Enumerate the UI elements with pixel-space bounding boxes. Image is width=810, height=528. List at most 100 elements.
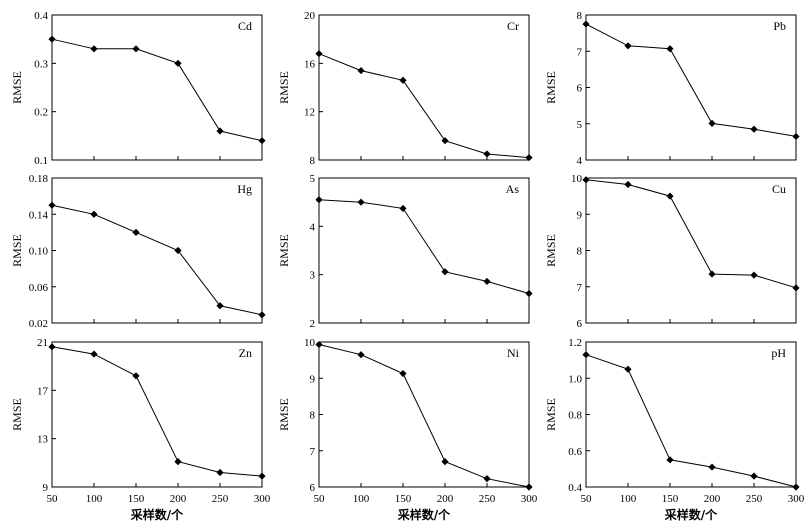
x-tick-label: 200 <box>704 493 721 505</box>
chart-panel-hg: 0.02 0.06 0.10 0.14 0.18 Hg RMSE <box>10 173 266 330</box>
data-point-marker <box>399 204 407 213</box>
y-tick-label: 12 <box>304 107 315 119</box>
data-point-marker <box>48 343 56 351</box>
y-axis-label: RMSE <box>10 398 24 431</box>
data-point-marker <box>441 137 449 145</box>
y-axis-label: RMSE <box>277 398 291 431</box>
data-point-marker <box>483 150 491 158</box>
data-point-marker <box>525 153 533 162</box>
series-line <box>51 346 263 477</box>
plot-frame <box>585 177 797 324</box>
data-point-marker <box>525 289 533 298</box>
chart-panel-cd: 0.1 0.2 0.3 0.4 Cd RMSE <box>10 10 266 167</box>
panel-label: Hg <box>237 182 252 196</box>
data-point-marker <box>708 119 716 127</box>
chart-panel-cu: 6 7 8 9 10 Cu RMSE <box>544 173 800 330</box>
y-tick-label: 13 <box>37 434 49 446</box>
chart-panel-ph: 0.4 0.6 0.8 1.0 1.2 50 100 150 200 250 300 pH RMSE 采样… <box>544 337 805 522</box>
data-point-marker <box>441 268 449 276</box>
y-tick-label: 8 <box>310 410 316 422</box>
panel-label: Zn <box>239 346 252 360</box>
data-point-marker <box>132 372 140 380</box>
chart-panel-zn: 9 13 17 21 50 100 150 200 250 300 Zn RMSE 采样数/个 <box>10 337 271 522</box>
y-axis-label: RMSE <box>544 71 558 104</box>
data-point-marker <box>624 180 632 189</box>
y-tick-label: 0.2 <box>34 107 48 119</box>
data-point-marker <box>357 66 365 75</box>
x-tick-label: 200 <box>437 493 454 505</box>
y-tick-label: 1.2 <box>568 337 582 349</box>
y-tick-label: 9 <box>43 482 49 494</box>
data-point-marker <box>132 228 140 236</box>
data-point-marker <box>483 277 491 286</box>
data-point-marker <box>750 472 758 480</box>
y-axis-label: RMSE <box>10 71 24 104</box>
y-tick-label: 0.4 <box>568 482 582 494</box>
series-line <box>585 179 797 289</box>
data-point-marker <box>666 45 674 53</box>
chart-panel-ni: 6 7 8 9 10 50 100 150 200 250 300 Ni RMSE 采样数/个 <box>277 337 538 522</box>
data-point-marker <box>441 458 449 466</box>
x-tick-label: 250 <box>479 493 496 505</box>
y-tick-label: 10 <box>304 337 316 349</box>
y-axis-label: RMSE <box>277 71 291 104</box>
panel-label: Cr <box>507 19 519 33</box>
data-point-marker <box>357 198 365 206</box>
y-tick-label: 0.10 <box>29 246 49 258</box>
data-point-marker <box>216 468 224 477</box>
data-point-marker <box>582 176 590 184</box>
y-tick-label: 0.14 <box>29 209 49 221</box>
y-tick-label: 9 <box>310 373 316 385</box>
data-point-marker <box>315 340 323 349</box>
data-point-marker <box>357 351 365 359</box>
x-tick-label: 300 <box>521 493 538 505</box>
series-line <box>318 199 530 294</box>
series-line <box>585 354 797 488</box>
data-point-marker <box>750 271 758 279</box>
y-tick-label: 6 <box>577 318 583 330</box>
panel-label: pH <box>771 346 786 360</box>
y-tick-label: 7 <box>577 46 583 58</box>
y-axis-label: RMSE <box>277 234 291 267</box>
y-tick-label: 7 <box>577 282 583 294</box>
x-tick-label: 100 <box>353 493 370 505</box>
panel-label: Cd <box>238 19 252 33</box>
y-tick-label: 0.06 <box>29 282 49 294</box>
data-point-marker <box>399 76 407 84</box>
y-tick-label: 1.0 <box>568 373 582 385</box>
data-point-marker <box>624 365 632 373</box>
x-tick-label: 300 <box>788 493 805 505</box>
x-tick-label: 100 <box>620 493 637 505</box>
y-tick-label: 0.4 <box>34 10 48 22</box>
data-point-marker <box>48 201 56 209</box>
y-tick-label: 16 <box>304 58 316 70</box>
data-point-marker <box>90 350 98 358</box>
data-point-marker <box>792 284 800 292</box>
y-tick-label: 9 <box>577 209 583 221</box>
y-tick-label: 2 <box>310 318 316 330</box>
x-tick-label: 250 <box>746 493 763 505</box>
y-axis-label: RMSE <box>544 398 558 431</box>
chart-panel-as: 2 3 4 5 As RMSE <box>277 173 533 330</box>
y-tick-label: 4 <box>310 221 316 233</box>
plot-frame <box>585 14 797 161</box>
data-point-marker <box>483 475 491 483</box>
x-tick-label: 50 <box>314 493 326 505</box>
data-point-marker <box>315 50 323 58</box>
panel-label: As <box>506 182 520 196</box>
data-point-marker <box>216 302 224 310</box>
y-tick-label: 17 <box>37 385 49 397</box>
x-axis-label: 采样数/个 <box>130 507 184 522</box>
panel-label: Ni <box>507 346 520 360</box>
y-tick-label: 5 <box>310 173 316 185</box>
data-point-marker <box>708 270 716 278</box>
y-tick-label: 0.8 <box>568 410 582 422</box>
x-axis-label: 采样数/个 <box>664 507 718 522</box>
series-line <box>585 23 797 137</box>
x-tick-label: 150 <box>395 493 412 505</box>
data-point-marker <box>399 369 407 378</box>
data-point-marker <box>666 456 674 464</box>
series-line <box>318 344 530 488</box>
series-line <box>51 38 263 142</box>
